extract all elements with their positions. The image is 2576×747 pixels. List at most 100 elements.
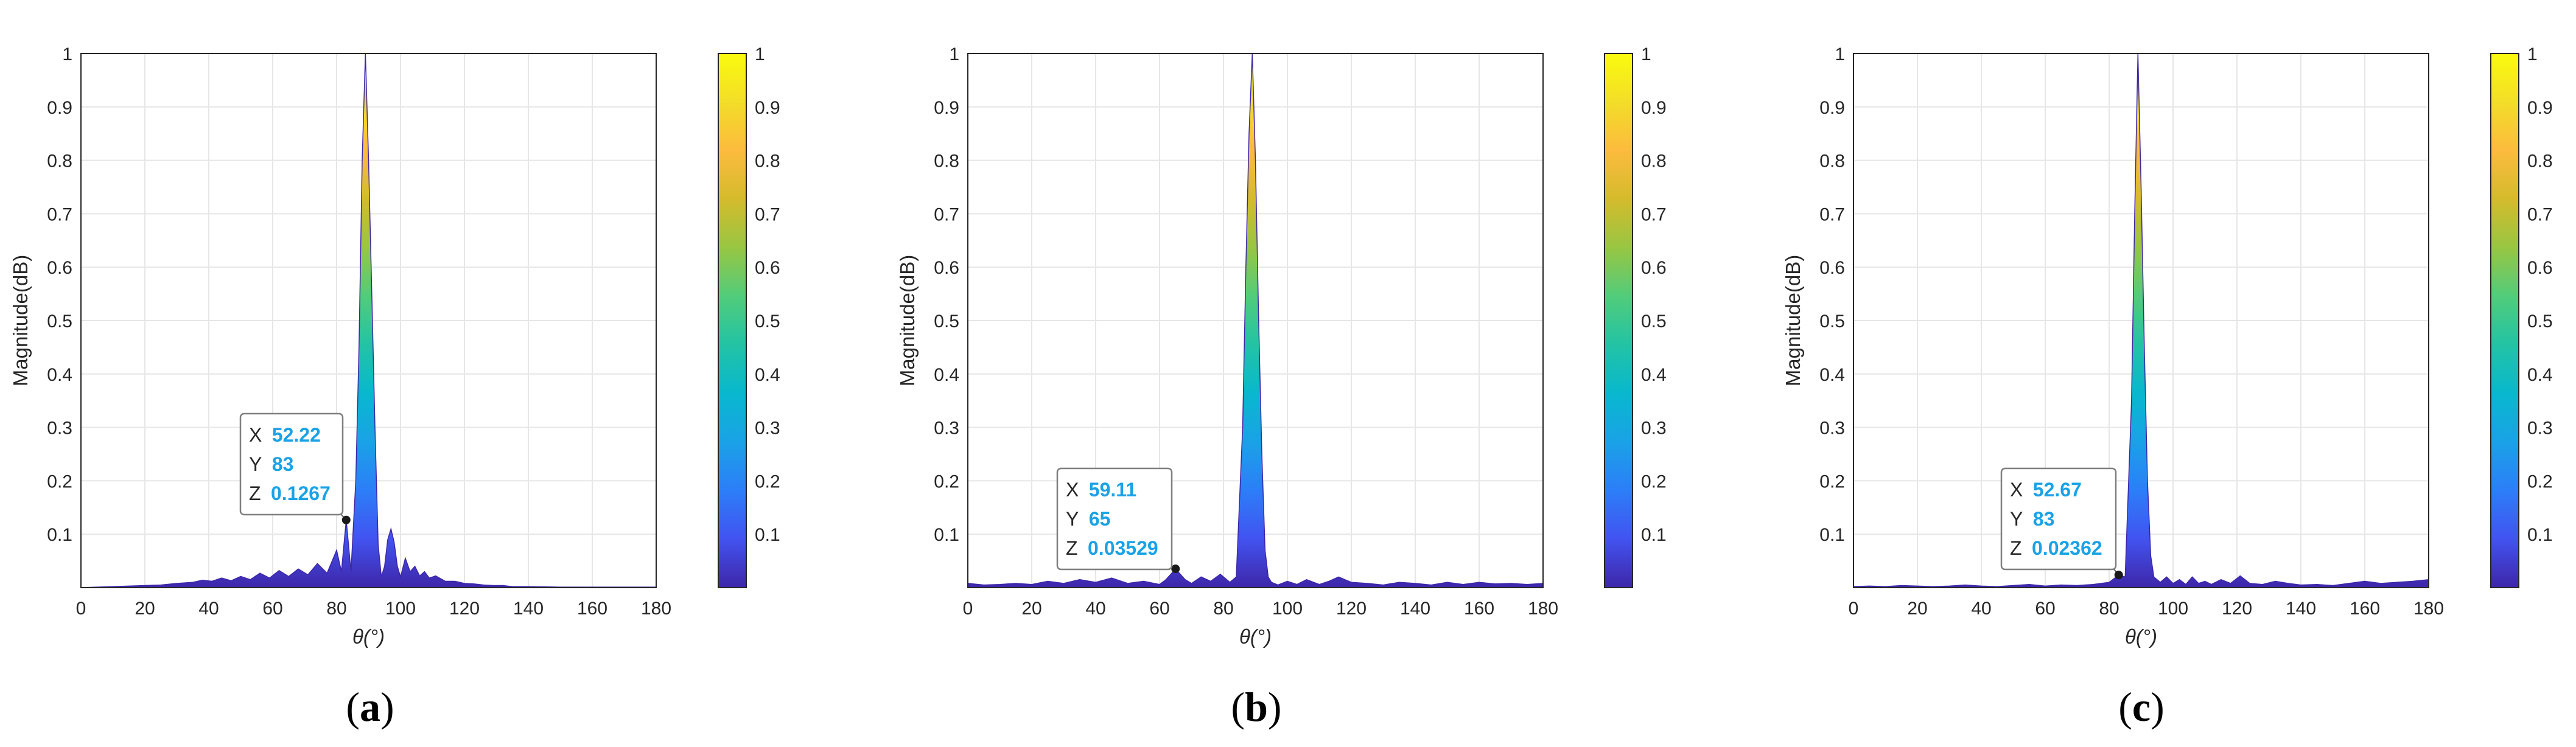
- colorbar-tick-label: 0.8: [1641, 151, 1667, 172]
- y-tick-label: 0.9: [1819, 98, 1845, 118]
- caption-close-paren: ): [1268, 684, 1282, 730]
- x-tick-labels-b: 0 20 40 60 80 100 120 140 160 180: [963, 599, 1558, 619]
- panel-caption-a: (a): [346, 684, 394, 730]
- x-axis-label-c: θ(°): [2125, 625, 2157, 648]
- colorbar-tick-label: 0.9: [1641, 98, 1667, 118]
- datatip-y-label: Y: [2010, 508, 2023, 530]
- datatip-z-value: 0.1267: [271, 482, 331, 504]
- colorbar-tick-label: 0.4: [2527, 365, 2553, 385]
- datatip-row-y: Y 83: [2010, 508, 2054, 530]
- caption-open-paren: (: [1231, 684, 1245, 730]
- datatip-a[interactable]: X 52.22 Y 83 Z 0.1267: [239, 412, 351, 524]
- caption-close-paren: ): [380, 684, 394, 730]
- colorbar-tick-label: 0.6: [2527, 258, 2553, 278]
- beam-pattern-area-c: [1853, 53, 2429, 588]
- caption-close-paren: ): [2151, 684, 2165, 730]
- colorbar-tick-label: 0.3: [1641, 419, 1667, 439]
- datatip-y-label: Y: [249, 453, 262, 475]
- x-tick-label: 0: [76, 599, 86, 619]
- panel-b: 0 20 40 60 80 100 120 140 160 180 0.1 0.…: [896, 44, 1667, 730]
- colorbar-tick-label: 0.5: [1641, 311, 1667, 332]
- datatip-z-label: Z: [2010, 537, 2022, 559]
- x-tick-label: 0: [1849, 599, 1859, 619]
- datatip-z-value: 0.02362: [2032, 537, 2102, 559]
- x-tick-label: 80: [1213, 599, 1233, 619]
- y-axis-label-c: Magnitude(dB): [1782, 255, 1804, 386]
- y-tick-label: 0.7: [47, 204, 72, 224]
- colorbar-ticks: 0.1 0.2 0.3 0.4 0.5 0.6 0.7 0.8 0.9 1: [755, 44, 780, 545]
- datatip-row-z: Z 0.03529: [1066, 537, 1158, 559]
- datatip-row-z: Z 0.1267: [249, 482, 331, 504]
- panel-caption-c: (c): [2118, 684, 2165, 730]
- datatip-y-value: 83: [272, 453, 294, 475]
- x-tick-label: 40: [198, 599, 219, 619]
- y-tick-label: 0.4: [1819, 365, 1845, 385]
- colorbar-gradient: [718, 53, 747, 588]
- colorbar-tick-label: 0.7: [1641, 204, 1667, 224]
- y-tick-label: 0.2: [934, 471, 959, 492]
- datatip-c[interactable]: X 52.67 Y 83 Z 0.02362: [2000, 467, 2123, 580]
- colorbar-tick-label: 0.4: [755, 365, 780, 385]
- y-tick-label: 0.9: [934, 98, 959, 118]
- x-tick-label: 120: [1336, 599, 1367, 619]
- x-tick-labels-a: 0 20 40 60 80 100 120 140 160 180: [76, 599, 671, 619]
- colorbar-tick-label: 0.6: [755, 258, 780, 278]
- datatip-y-value: 65: [1089, 508, 1111, 530]
- colorbar-tick-label: 0.2: [2527, 471, 2553, 492]
- colorbar-tick-label: 0.2: [755, 471, 780, 492]
- x-tick-label: 180: [1528, 599, 1558, 619]
- y-axis-label-a: Magnitude(dB): [9, 255, 32, 386]
- colorbar-tick-label: 1: [2527, 44, 2538, 64]
- datatip-marker[interactable]: [1171, 565, 1180, 574]
- datatip-marker[interactable]: [2114, 571, 2123, 580]
- x-tick-label: 100: [2158, 599, 2188, 619]
- datatip-x-label: X: [2010, 479, 2023, 501]
- x-tick-label: 60: [2035, 599, 2055, 619]
- colorbar-tick-label: 0.3: [755, 419, 780, 439]
- datatip-z-value: 0.03529: [1088, 537, 1158, 559]
- colorbar-tick-label: 0.9: [2527, 98, 2553, 118]
- y-tick-label: 0.5: [934, 311, 959, 332]
- x-tick-label: 40: [1971, 599, 1991, 619]
- caption-letter: c: [2132, 684, 2151, 730]
- x-tick-label: 80: [2099, 599, 2119, 619]
- datatip-row-x: X 52.67: [2010, 479, 2082, 501]
- datatip-b[interactable]: X 59.11 Y 65 Z 0.03529: [1056, 467, 1180, 574]
- datatip-x-value: 52.22: [272, 424, 321, 446]
- datatip-y-label: Y: [1066, 508, 1079, 530]
- datatip-box: [2000, 467, 2117, 571]
- x-tick-label: 180: [2413, 599, 2444, 619]
- colorbar-tick-label: 0.1: [2527, 525, 2553, 545]
- colorbar-gradient: [1604, 53, 1633, 588]
- y-axis-label-b: Magnitude(dB): [896, 255, 919, 386]
- caption-open-paren: (: [2118, 684, 2132, 730]
- x-tick-label: 140: [1400, 599, 1430, 619]
- datatip-x-value: 59.11: [1089, 479, 1136, 501]
- colorbar-tick-label: 1: [755, 44, 765, 64]
- x-tick-labels-c: 0 20 40 60 80 100 120 140 160 180: [1849, 599, 2444, 619]
- x-tick-label: 180: [641, 599, 671, 619]
- colorbar-tick-label: 0.5: [755, 311, 780, 332]
- y-tick-label: 0.1: [47, 525, 72, 545]
- y-tick-label: 0.9: [47, 98, 72, 118]
- datatip-y-value: 83: [2033, 508, 2055, 530]
- y-tick-label: 1: [62, 44, 72, 64]
- x-tick-label: 20: [135, 599, 155, 619]
- colorbar-c: 0.1 0.2 0.3 0.4 0.5 0.6 0.7 0.8 0.9 1: [2490, 44, 2553, 588]
- y-tick-label: 1: [949, 44, 959, 64]
- datatip-marker[interactable]: [341, 515, 351, 524]
- y-tick-labels-c: 0.1 0.2 0.3 0.4 0.5 0.6 0.7 0.8 0.9 1: [1819, 44, 1845, 545]
- colorbar-tick-label: 0.6: [1641, 258, 1667, 278]
- x-tick-label: 60: [262, 599, 282, 619]
- y-tick-label: 1: [1835, 44, 1845, 64]
- x-tick-label: 160: [577, 599, 607, 619]
- caption-open-paren: (: [346, 684, 360, 730]
- colorbar-tick-label: 0.4: [1641, 365, 1667, 385]
- x-tick-label: 140: [513, 599, 544, 619]
- y-tick-label: 0.5: [47, 311, 72, 332]
- datatip-row-y: Y 65: [1066, 508, 1110, 530]
- datatip-z-label: Z: [1066, 537, 1078, 559]
- datatip-row-y: Y 83: [249, 453, 293, 475]
- y-tick-label: 0.8: [934, 151, 959, 172]
